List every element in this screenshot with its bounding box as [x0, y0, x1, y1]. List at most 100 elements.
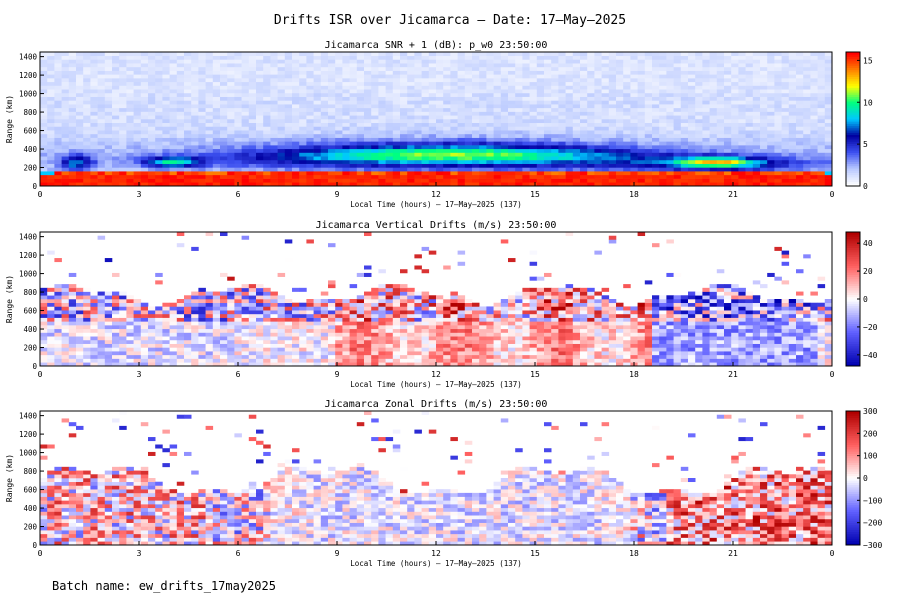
heatmap-cell — [637, 89, 646, 94]
heatmap-cell — [781, 167, 790, 172]
heatmap-cell — [234, 81, 242, 86]
heatmap-cell — [400, 104, 408, 109]
heatmap-cell — [335, 339, 343, 344]
heatmap-cell — [61, 66, 70, 71]
heatmap-cell — [104, 354, 113, 359]
heatmap-cell — [392, 115, 401, 120]
heatmap-cell — [803, 70, 811, 75]
heatmap-cell — [162, 141, 170, 146]
heatmap-cell — [515, 70, 523, 75]
heatmap-cell — [68, 156, 77, 161]
heatmap-cell — [493, 174, 502, 179]
heatmap-cell — [652, 152, 660, 157]
heatmap-cell — [61, 100, 70, 105]
heatmap-cell — [644, 111, 653, 116]
heatmap-cell — [205, 145, 214, 150]
heatmap-cell — [788, 111, 797, 116]
heatmap-cell — [580, 178, 588, 183]
heatmap-cell — [155, 148, 163, 153]
heatmap-cell — [364, 317, 372, 322]
heatmap-cell — [407, 174, 415, 179]
heatmap-cell — [184, 336, 192, 341]
heatmap-cell — [623, 182, 631, 187]
heatmap-cell — [450, 107, 458, 112]
heatmap-cell — [464, 92, 473, 97]
heatmap-cell — [565, 100, 574, 105]
heatmap-cell — [119, 145, 127, 150]
heatmap-cell — [457, 171, 466, 176]
heatmap-cell — [580, 137, 588, 142]
heatmap-cell — [227, 306, 235, 311]
heatmap-cell — [767, 74, 775, 79]
heatmap-cell — [320, 306, 329, 311]
heatmap-cell — [479, 178, 487, 183]
heatmap-cell — [263, 171, 271, 176]
heatmap-cell — [644, 66, 653, 71]
heatmap-cell — [90, 291, 98, 296]
heatmap-cell — [248, 96, 257, 101]
heatmap-cell — [40, 306, 48, 311]
heatmap-cell — [436, 104, 444, 109]
heatmap-cell — [313, 104, 322, 109]
heatmap-cell — [349, 182, 358, 187]
heatmap-cell — [83, 107, 91, 112]
heatmap-cell — [83, 310, 91, 315]
heatmap-cell — [119, 55, 127, 60]
heatmap-cell — [184, 310, 192, 315]
heatmap-cell — [90, 295, 98, 300]
heatmap-cell — [212, 299, 221, 304]
heatmap-cell — [522, 126, 530, 131]
heatmap-cell — [587, 89, 595, 94]
heatmap-cell — [104, 92, 113, 97]
heatmap-cell — [148, 167, 156, 172]
heatmap-cell — [464, 85, 473, 90]
heatmap-cell — [745, 119, 754, 124]
heatmap-cell — [486, 137, 494, 142]
heatmap-cell — [227, 133, 235, 138]
heatmap-cell — [788, 171, 797, 176]
heatmap-cell — [342, 111, 350, 116]
heatmap-cell — [198, 347, 206, 352]
heatmap-cell — [184, 92, 192, 97]
heatmap-cell — [659, 141, 667, 146]
heatmap-cell — [464, 178, 473, 183]
heatmap-cell — [299, 310, 307, 315]
heatmap-cell — [227, 111, 235, 116]
heatmap-cell — [61, 119, 70, 124]
heatmap-cell — [385, 159, 394, 164]
heatmap-cell — [284, 122, 293, 127]
heatmap-cell — [565, 159, 574, 164]
heatmap-cell — [140, 328, 149, 333]
heatmap-cell — [637, 126, 646, 131]
heatmap-cell — [414, 182, 422, 187]
heatmap-cell — [313, 306, 322, 311]
heatmap-cell — [796, 145, 804, 150]
heatmap-cell — [292, 78, 300, 83]
heatmap-cell — [184, 317, 192, 322]
heatmap-cell — [522, 152, 530, 157]
heatmap-cell — [472, 115, 480, 120]
heatmap-cell — [140, 351, 149, 356]
heatmap-cell — [436, 74, 444, 79]
heatmap-cell — [788, 148, 797, 153]
heatmap-cell — [464, 171, 473, 176]
heatmap-cell — [169, 362, 178, 367]
heatmap-cell — [313, 178, 322, 183]
heatmap-cell — [256, 81, 264, 86]
heatmap-cell — [47, 182, 55, 187]
heatmap-cell — [277, 52, 286, 57]
heatmap-cell — [630, 104, 638, 109]
heatmap-cell — [241, 299, 250, 304]
heatmap-cell — [292, 163, 300, 168]
heatmap-cell — [335, 137, 343, 142]
heatmap-cell — [68, 272, 77, 277]
heatmap-cell — [738, 126, 746, 131]
colorbar-segment — [846, 161, 860, 165]
heatmap-cell — [76, 174, 84, 179]
heatmap-cell — [817, 89, 826, 94]
heatmap-cell — [313, 141, 322, 146]
heatmap-cell — [342, 74, 350, 79]
heatmap-cell — [256, 104, 264, 109]
heatmap-cell — [184, 81, 192, 86]
heatmap-cell — [162, 148, 170, 153]
